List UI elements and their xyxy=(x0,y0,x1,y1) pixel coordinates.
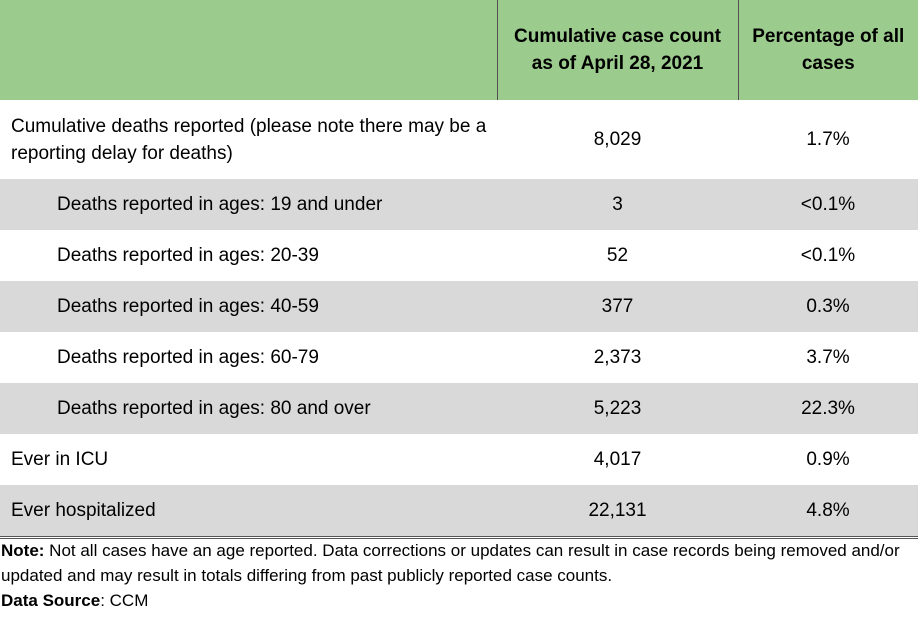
row-count: 377 xyxy=(497,281,738,332)
table-row: Ever in ICU 4,017 0.9% xyxy=(0,434,918,485)
table-header-row: Cumulative case count as of April 28, 20… xyxy=(0,0,918,100)
row-percent: 1.7% xyxy=(806,129,850,150)
row-label: Deaths reported in ages: 80 and over xyxy=(0,383,497,434)
row-label: Deaths reported in ages: 40-59 xyxy=(0,281,497,332)
row-percent: 3.7% xyxy=(806,347,850,368)
row-label: Deaths reported in ages: 19 and under xyxy=(0,179,497,230)
row-label: Ever hospitalized xyxy=(0,485,497,539)
row-count: 4,017 xyxy=(593,449,642,470)
row-percent: 4.8% xyxy=(738,485,918,539)
table-row: Deaths reported in ages: 80 and over 5,2… xyxy=(0,383,918,434)
table-row: Cumulative deaths reported (please note … xyxy=(0,100,918,179)
header-blank-cell xyxy=(0,0,497,100)
row-count: 22,131 xyxy=(497,485,738,539)
row-label: Ever in ICU xyxy=(11,449,109,470)
row-percent: 0.3% xyxy=(738,281,918,332)
row-percent: 22.3% xyxy=(738,383,918,434)
row-label: Deaths reported in ages: 60-79 xyxy=(57,347,319,368)
row-label: Cumulative deaths reported (please note … xyxy=(11,115,487,164)
note-paragraph: Note: Not all cases have an age reported… xyxy=(1,538,915,588)
data-source-line: Data Source: CCM xyxy=(1,588,915,613)
notes-section: Note: Not all cases have an age reported… xyxy=(1,538,915,613)
row-count: 2,373 xyxy=(593,347,642,368)
data-source-label: Data Source xyxy=(1,591,101,610)
note-text: Not all cases have an age reported. Data… xyxy=(1,541,900,585)
case-data-table: Cumulative case count as of April 28, 20… xyxy=(0,0,918,539)
row-count: 5,223 xyxy=(497,383,738,434)
table-row: Deaths reported in ages: 60-79 2,373 3.7… xyxy=(0,332,918,383)
row-count: 3 xyxy=(497,179,738,230)
row-percent: <0.1% xyxy=(738,179,918,230)
table-row: Ever hospitalized 22,131 4.8% xyxy=(0,485,918,539)
row-count: 8,029 xyxy=(593,129,642,150)
header-percentage-of-all-cases: Percentage of all cases xyxy=(737,0,918,100)
row-count: 52 xyxy=(606,245,629,266)
data-source-text: : CCM xyxy=(100,591,149,610)
header-cumulative-case-count: Cumulative case count as of April 28, 20… xyxy=(496,0,738,100)
row-percent: <0.1% xyxy=(800,245,856,266)
table-row: Deaths reported in ages: 19 and under 3 … xyxy=(0,179,918,230)
table-row: Deaths reported in ages: 20-39 52 <0.1% xyxy=(0,230,918,281)
row-percent: 0.9% xyxy=(806,449,850,470)
row-label: Deaths reported in ages: 20-39 xyxy=(57,245,319,266)
note-label: Note: xyxy=(1,541,45,560)
table-row: Deaths reported in ages: 40-59 377 0.3% xyxy=(0,281,918,332)
